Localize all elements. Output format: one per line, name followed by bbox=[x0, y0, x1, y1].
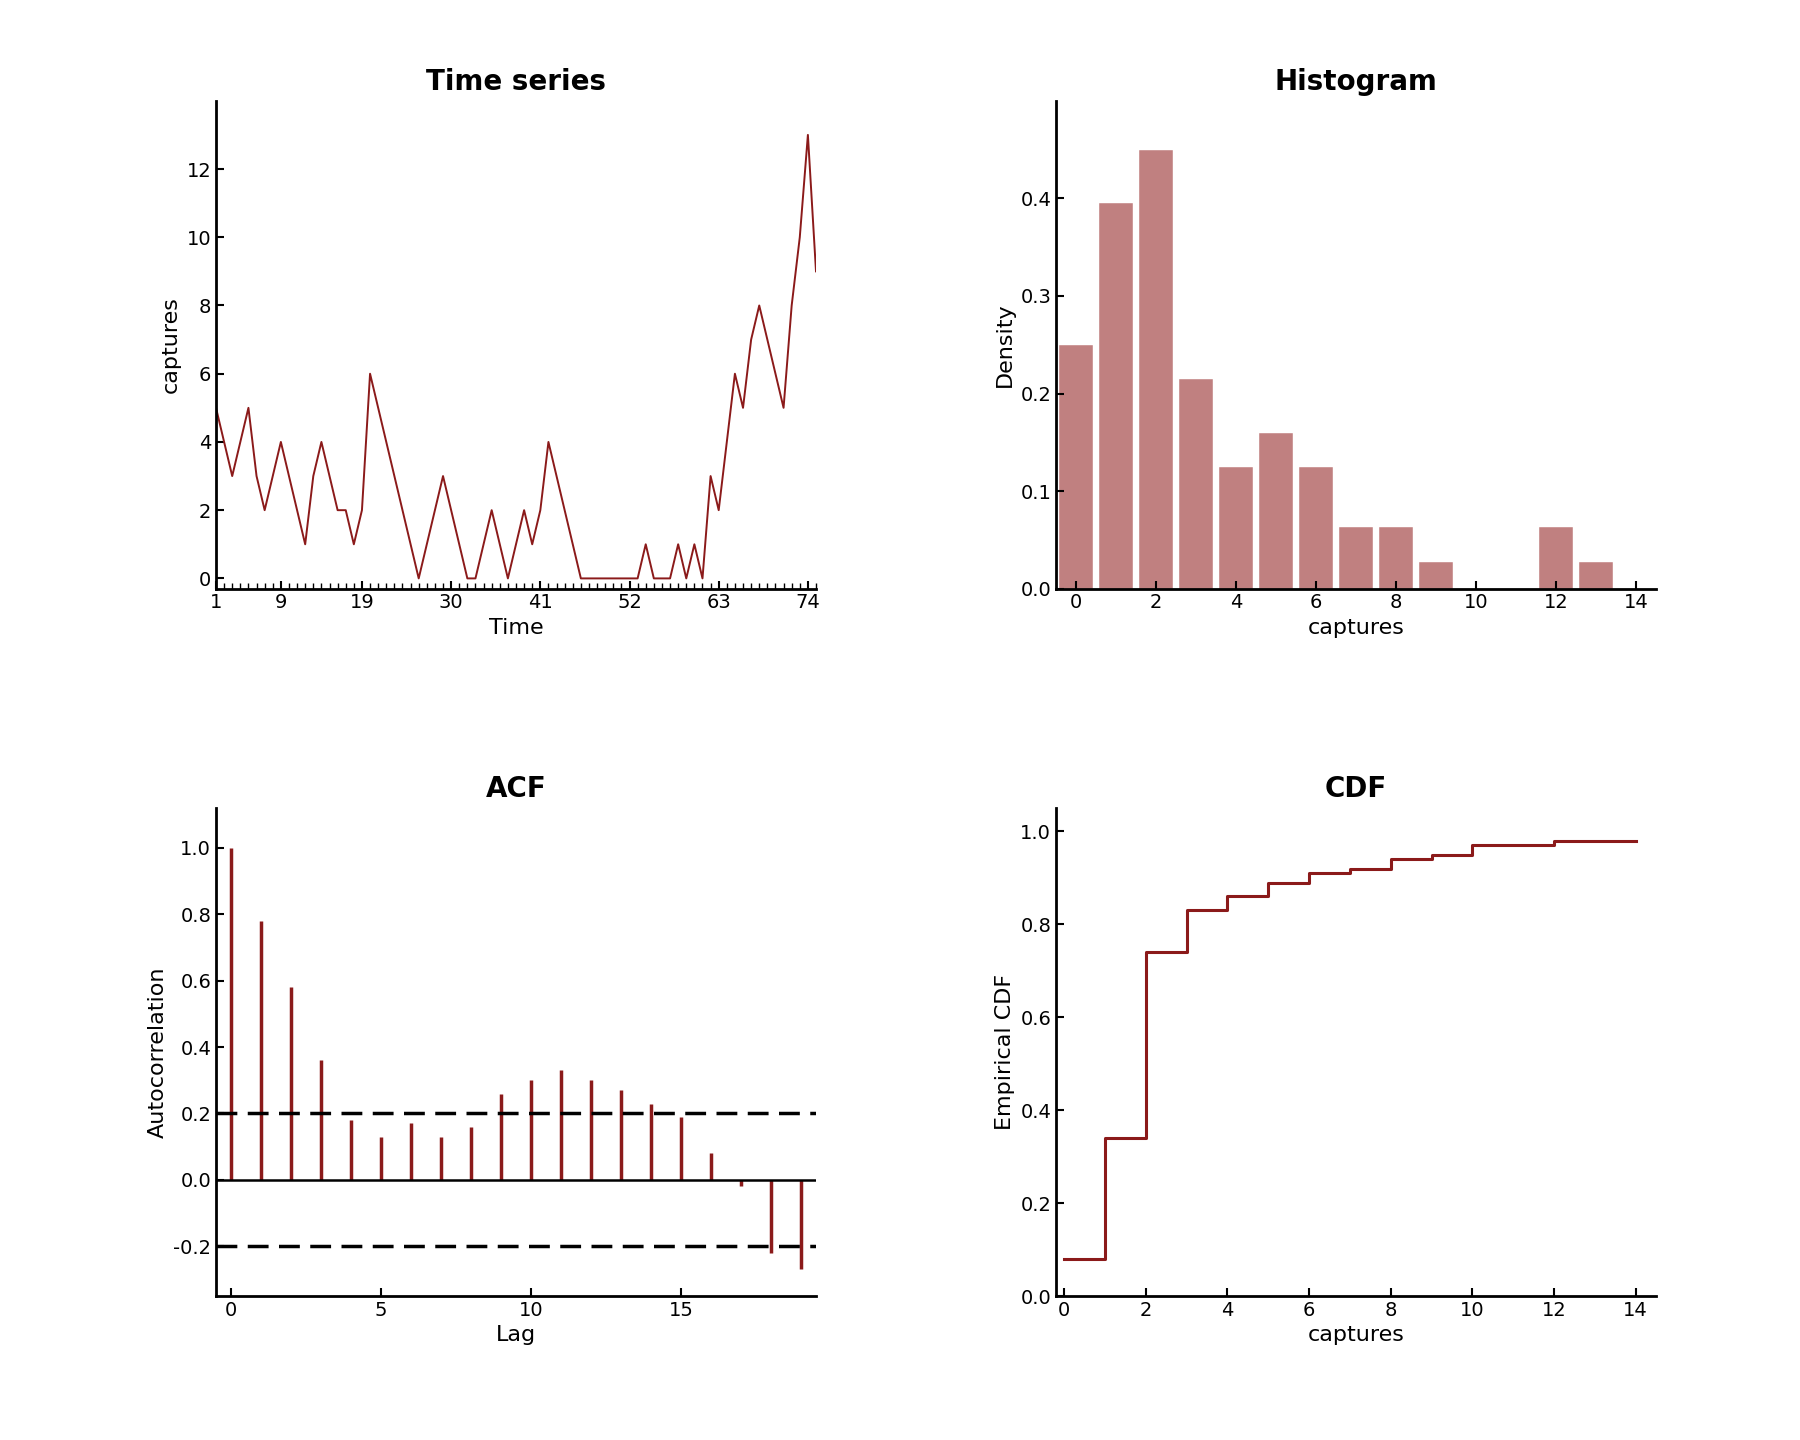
Y-axis label: Autocorrelation: Autocorrelation bbox=[148, 966, 167, 1138]
Bar bbox=[1539, 527, 1573, 589]
Bar bbox=[1219, 467, 1253, 589]
Bar bbox=[1058, 344, 1093, 589]
Bar bbox=[1100, 203, 1132, 589]
Bar bbox=[1300, 467, 1334, 589]
Title: Time series: Time series bbox=[427, 68, 607, 95]
X-axis label: captures: captures bbox=[1307, 618, 1404, 638]
X-axis label: captures: captures bbox=[1307, 1325, 1404, 1345]
Y-axis label: Density: Density bbox=[995, 302, 1015, 387]
X-axis label: Time: Time bbox=[488, 618, 544, 638]
Bar bbox=[1579, 562, 1613, 589]
Title: CDF: CDF bbox=[1325, 775, 1388, 804]
Title: Histogram: Histogram bbox=[1274, 68, 1438, 95]
Bar bbox=[1179, 379, 1213, 589]
Bar bbox=[1139, 150, 1174, 589]
Y-axis label: Empirical CDF: Empirical CDF bbox=[995, 973, 1015, 1130]
Bar bbox=[1418, 562, 1453, 589]
Bar bbox=[1339, 527, 1373, 589]
Title: ACF: ACF bbox=[486, 775, 547, 804]
Bar bbox=[1258, 432, 1292, 589]
Y-axis label: captures: captures bbox=[160, 297, 180, 393]
X-axis label: Lag: Lag bbox=[497, 1325, 536, 1345]
Bar bbox=[1379, 527, 1413, 589]
